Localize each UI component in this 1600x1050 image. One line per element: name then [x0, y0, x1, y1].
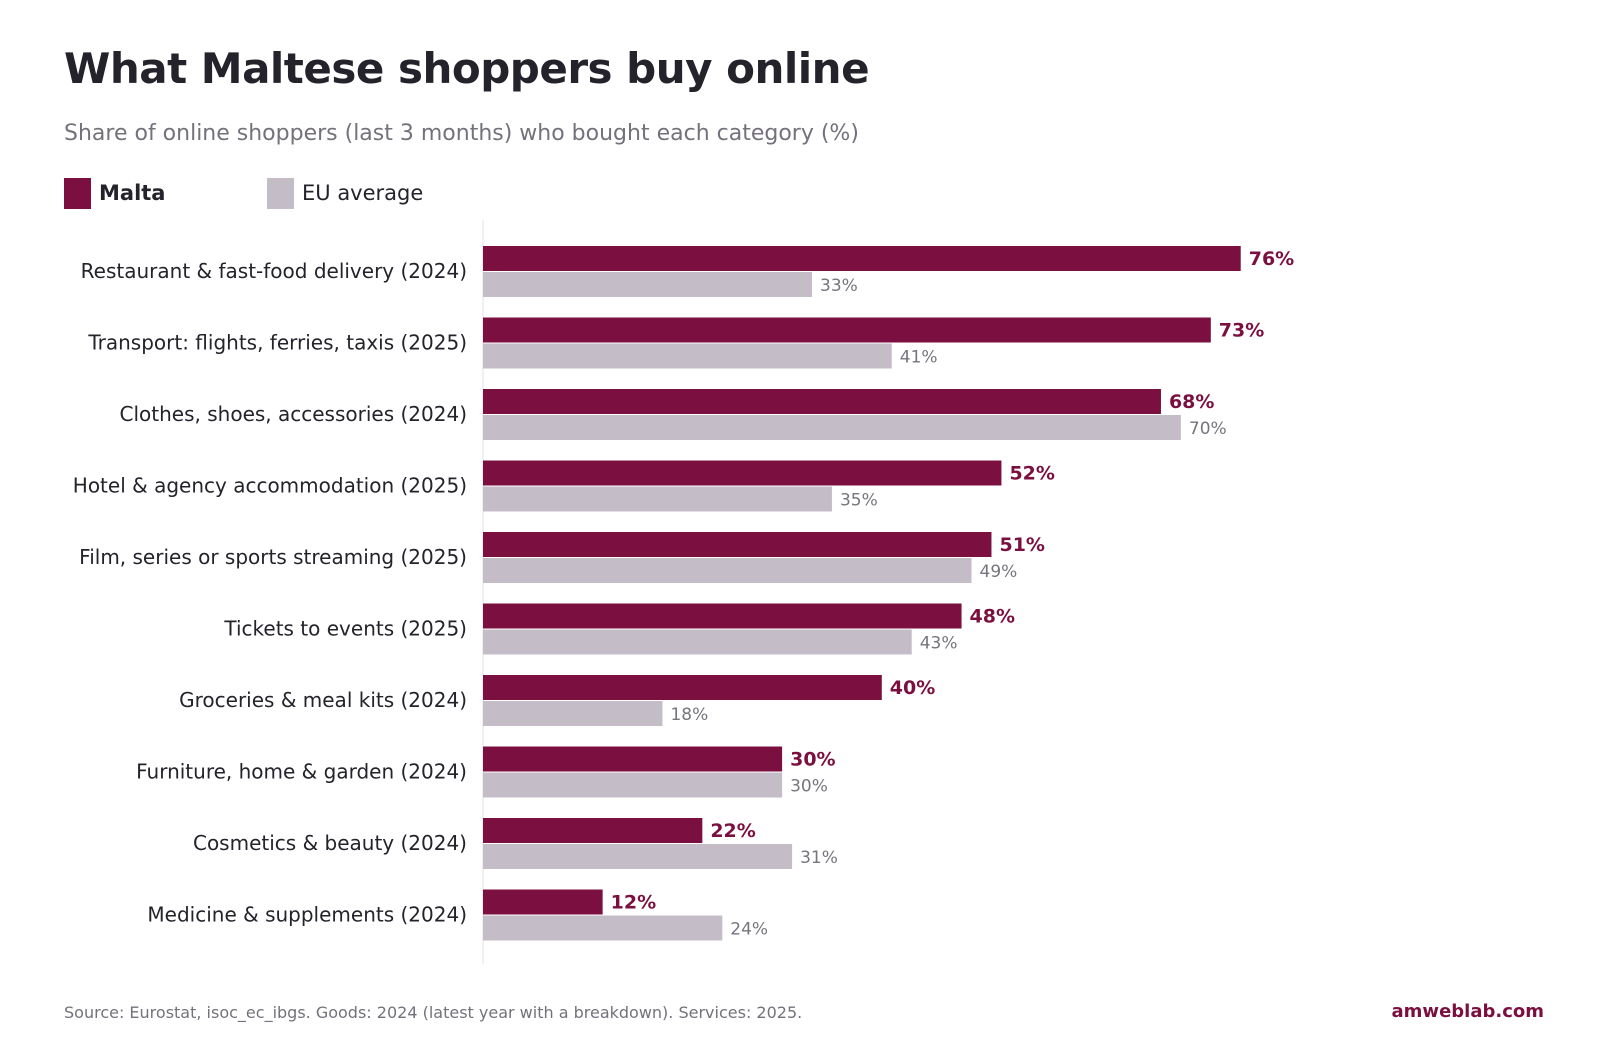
data-label-eu: 33% — [820, 276, 858, 296]
data-label-eu: 24% — [730, 920, 768, 940]
category-label: Clothes, shoes, accessories (2024) — [120, 402, 467, 426]
category-label: Furniture, home & garden (2024) — [136, 760, 467, 784]
data-label-malta: 52% — [1009, 463, 1054, 485]
bar-malta — [483, 460, 1002, 486]
bar-eu — [483, 272, 813, 297]
bar-eu — [483, 629, 912, 655]
data-label-eu: 49% — [980, 562, 1018, 582]
bar-eu — [483, 915, 723, 941]
category-label: Tickets to events (2025) — [223, 617, 467, 641]
bar-malta — [483, 675, 882, 700]
category-label: Film, series or sports streaming (2025) — [79, 545, 467, 569]
bar-eu — [483, 343, 892, 369]
data-label-eu: 30% — [790, 777, 828, 797]
data-label-eu: 43% — [920, 634, 958, 654]
data-label-malta: 30% — [790, 749, 835, 771]
chart-title: What Maltese shoppers buy online — [64, 44, 870, 93]
bar-malta — [483, 746, 783, 772]
bar-eu — [483, 701, 663, 726]
legend-swatch-malta — [64, 178, 91, 209]
data-label-malta: 51% — [999, 534, 1044, 556]
data-label-malta: 48% — [970, 606, 1015, 628]
category-label: Medicine & supplements (2024) — [147, 903, 467, 927]
data-label-malta: 12% — [611, 892, 656, 914]
source-note: Source: Eurostat, isoc_ec_ibgs. Goods: 2… — [64, 1003, 803, 1022]
data-label-malta: 22% — [710, 820, 755, 842]
bar-eu — [483, 558, 972, 583]
category-label: Groceries & meal kits (2024) — [179, 688, 467, 712]
bar-malta — [483, 818, 703, 843]
legend-label-malta: Malta — [99, 181, 166, 205]
data-label-malta: 40% — [890, 677, 935, 699]
bar-eu — [483, 486, 832, 512]
bar-malta — [483, 389, 1161, 414]
category-label: Hotel & agency accommodation (2025) — [73, 474, 467, 498]
data-label-eu: 18% — [670, 705, 708, 725]
bar-eu — [483, 415, 1181, 440]
category-label: Restaurant & fast-food delivery (2024) — [81, 259, 467, 283]
bar-eu — [483, 772, 783, 798]
chart-subtitle: Share of online shoppers (last 3 months)… — [64, 121, 859, 146]
category-label: Transport: flights, ferries, taxis (2025… — [87, 331, 467, 355]
data-label-malta: 68% — [1169, 391, 1214, 413]
data-label-malta: 73% — [1219, 320, 1264, 342]
data-label-eu: 41% — [900, 348, 938, 368]
bar-malta — [483, 889, 603, 915]
data-label-eu: 70% — [1189, 419, 1227, 439]
bar-eu — [483, 844, 793, 869]
legend-swatch-eu — [267, 178, 294, 209]
legend-label-eu: EU average — [302, 181, 424, 205]
bar-malta — [483, 532, 992, 557]
bar-malta — [483, 246, 1241, 271]
data-label-malta: 76% — [1249, 248, 1294, 270]
data-label-eu: 31% — [800, 848, 838, 868]
bar-malta — [483, 603, 962, 629]
brand-link[interactable]: amweblab.com — [1391, 1001, 1544, 1022]
category-label: Cosmetics & beauty (2024) — [193, 831, 467, 855]
data-label-eu: 35% — [840, 491, 878, 511]
bar-malta — [483, 317, 1211, 343]
